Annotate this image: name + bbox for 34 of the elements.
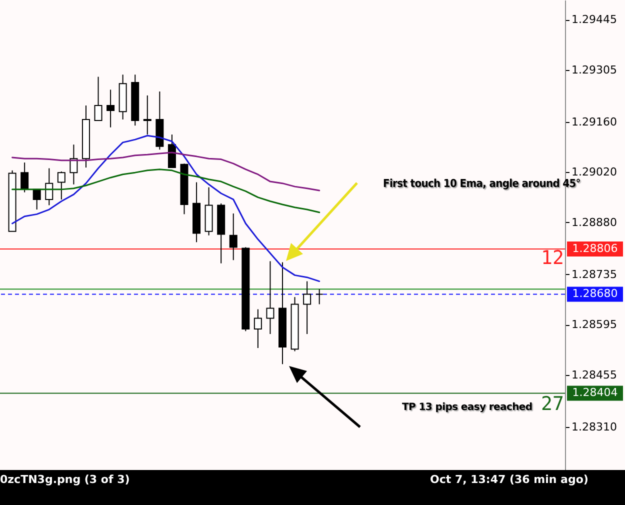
annotation: TP 13 pips easy reached: [402, 402, 532, 413]
ref-line-label: 1.28680: [572, 287, 618, 300]
line-series: [12, 168, 320, 214]
y-tick-label: 1.29445: [572, 13, 617, 26]
candlestick: [229, 212, 238, 261]
candlestick: [20, 162, 29, 193]
y-tick-label: 1.29305: [572, 63, 617, 76]
annotation: First touch 10 Ema, angle around 45°: [383, 177, 580, 190]
y-tick-label: 1.28880: [572, 216, 617, 229]
candlestick: [254, 308, 262, 349]
text: Oct 7, 13:47 (36 min ago): [430, 473, 588, 486]
y-tick-label: 1.28310: [572, 420, 617, 434]
candlestick: [168, 134, 176, 168]
candlestick: [45, 168, 54, 206]
annotation: 27: [541, 393, 564, 415]
y-tick-label: 1.29160: [572, 115, 617, 128]
y-tick-label: 1.28595: [572, 318, 617, 332]
candlestick: [57, 170, 66, 200]
text: 0zcTN3g.png (3 of 3): [0, 473, 130, 486]
candlestick: [315, 288, 324, 305]
candlestick: [70, 144, 78, 185]
candlestick: [94, 76, 102, 122]
ref-line-label: 1.28806: [572, 242, 618, 255]
y-tick-label: 1.28735: [572, 268, 617, 281]
line-series: [12, 134, 320, 282]
annotation: 12: [541, 247, 564, 269]
candlestick: [106, 89, 115, 128]
candlestick: [32, 188, 41, 210]
candlestick: [303, 280, 312, 335]
ref-line-label: 1.28404: [572, 386, 618, 400]
candlestick: [266, 260, 274, 335]
candlestick: [143, 94, 152, 136]
y-tick-label: 1.29020: [572, 166, 617, 179]
y-tick-label: 1.28455: [572, 368, 617, 382]
